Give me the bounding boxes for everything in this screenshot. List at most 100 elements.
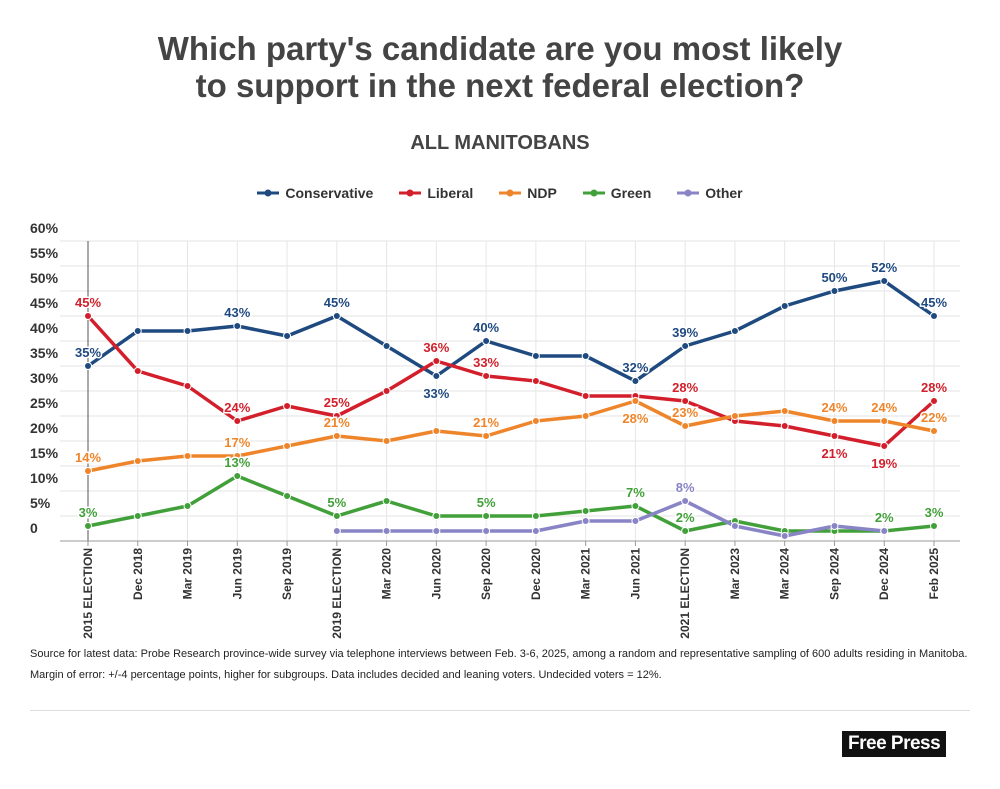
data-point bbox=[531, 352, 540, 360]
data-point bbox=[283, 442, 292, 450]
data-point bbox=[681, 342, 690, 350]
data-label: 28% bbox=[622, 411, 648, 426]
legend-label: NDP bbox=[527, 185, 557, 201]
x-tick-label: Jun 2021 bbox=[628, 548, 642, 600]
data-label: 3% bbox=[79, 505, 98, 520]
data-point bbox=[581, 352, 590, 360]
data-point bbox=[482, 527, 491, 535]
data-point bbox=[183, 452, 192, 460]
data-label: 21% bbox=[473, 415, 499, 430]
data-label: 5% bbox=[477, 495, 496, 510]
divider bbox=[30, 710, 970, 711]
data-label: 24% bbox=[871, 400, 897, 415]
data-point bbox=[432, 512, 441, 520]
data-point bbox=[382, 527, 391, 535]
x-tick-label: Dec 2024 bbox=[877, 548, 891, 600]
data-label: 5% bbox=[327, 495, 346, 510]
legend-label: Liberal bbox=[427, 185, 474, 201]
chart-subtitle: ALL MANITOBANS bbox=[410, 132, 590, 154]
data-label: 14% bbox=[75, 450, 101, 465]
data-point bbox=[930, 397, 938, 405]
data-label: 45% bbox=[921, 295, 947, 310]
data-label: 45% bbox=[75, 295, 101, 310]
data-point bbox=[631, 502, 640, 510]
data-point bbox=[382, 387, 391, 395]
data-point bbox=[880, 527, 889, 535]
data-point bbox=[84, 467, 92, 475]
data-point bbox=[930, 427, 938, 435]
data-point bbox=[482, 432, 491, 440]
data-label: 28% bbox=[672, 380, 698, 395]
data-point bbox=[133, 457, 142, 465]
series-line bbox=[336, 499, 885, 538]
data-point bbox=[780, 302, 789, 310]
data-point bbox=[581, 392, 590, 400]
data-label: 8% bbox=[676, 480, 695, 495]
series-line bbox=[86, 314, 936, 448]
data-point bbox=[880, 277, 889, 285]
x-tick-label: Jun 2019 bbox=[230, 548, 244, 600]
series-line bbox=[87, 474, 935, 533]
legend-item: Conservative bbox=[257, 185, 373, 201]
data-point bbox=[531, 417, 540, 425]
data-point bbox=[133, 367, 142, 375]
data-point bbox=[830, 432, 839, 440]
x-tick-label: 2015 ELECTION bbox=[81, 548, 95, 639]
y-tick-label: 50% bbox=[30, 270, 59, 286]
data-label: 19% bbox=[871, 456, 897, 471]
data-label: 28% bbox=[921, 380, 947, 395]
x-tick-label: Mar 2020 bbox=[380, 548, 394, 600]
x-tick-label: Mar 2024 bbox=[778, 548, 792, 600]
y-tick-label: 15% bbox=[30, 445, 59, 461]
data-point bbox=[332, 527, 341, 535]
data-point bbox=[681, 422, 690, 430]
data-point bbox=[283, 402, 292, 410]
data-point bbox=[84, 362, 92, 370]
data-point bbox=[332, 312, 341, 320]
chart-title: Which party's candidate are you most lik… bbox=[157, 30, 843, 104]
data-label: 13% bbox=[224, 455, 250, 470]
data-point bbox=[531, 377, 540, 385]
x-tick-label: Sep 2024 bbox=[827, 548, 841, 600]
y-tick-label: 35% bbox=[30, 345, 59, 361]
y-tick-label: 10% bbox=[30, 470, 59, 486]
data-point bbox=[730, 412, 739, 420]
series-line bbox=[87, 399, 935, 473]
x-tick-label: 2021 ELECTION bbox=[678, 548, 692, 639]
legend-label: Green bbox=[610, 185, 652, 201]
data-point bbox=[681, 497, 690, 505]
legend: Conservative Liberal NDP Green Other bbox=[0, 185, 1000, 201]
data-point bbox=[482, 337, 491, 345]
data-point bbox=[581, 507, 590, 515]
data-point bbox=[830, 522, 839, 530]
data-point bbox=[631, 397, 640, 405]
data-label: 43% bbox=[224, 305, 250, 320]
data-point bbox=[382, 342, 391, 350]
data-point bbox=[382, 437, 391, 445]
legend-item: Other bbox=[677, 185, 743, 201]
data-label: 50% bbox=[821, 270, 847, 285]
data-point bbox=[830, 287, 839, 295]
data-point bbox=[730, 522, 739, 530]
data-point bbox=[183, 327, 192, 335]
data-point bbox=[482, 512, 491, 520]
x-tick-label: Mar 2019 bbox=[181, 548, 195, 600]
data-label: 25% bbox=[324, 395, 350, 410]
data-label: 3% bbox=[925, 505, 944, 520]
y-tick-label: 40% bbox=[30, 320, 59, 336]
series-line bbox=[86, 279, 936, 383]
data-point bbox=[780, 532, 789, 540]
data-label: 52% bbox=[871, 260, 897, 275]
data-label: 23% bbox=[672, 405, 698, 420]
legend-item: Liberal bbox=[399, 185, 473, 201]
data-point bbox=[432, 372, 441, 380]
data-point bbox=[631, 377, 640, 385]
legend-label: Conservative bbox=[285, 185, 374, 201]
x-tick-label: Mar 2021 bbox=[579, 548, 593, 600]
data-point bbox=[531, 527, 540, 535]
x-tick-label: Dec 2018 bbox=[131, 548, 145, 600]
y-tick-label: 60% bbox=[30, 220, 59, 236]
y-tick-label: 25% bbox=[30, 395, 59, 411]
data-point bbox=[631, 517, 640, 525]
